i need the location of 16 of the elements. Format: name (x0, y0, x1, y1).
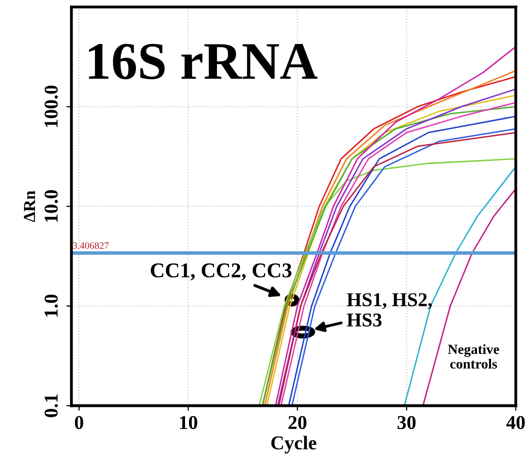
y-axis-title: ΔRn (24, 190, 35, 222)
text: 16S rRNA (88, 44, 318, 80)
y-tick-label: 10.0 (44, 190, 58, 222)
y-tick-label: 1.0 (44, 294, 58, 317)
y-tick-label: 100.0 (44, 86, 58, 128)
annotation: HS1, HS2, HS3 (346, 293, 432, 327)
ref-line-label: 3.406827 (72, 242, 109, 249)
y-tick-label: 0.1 (44, 394, 58, 418)
x-tick-label: 30 (398, 416, 416, 430)
x-tick-label: 0 (74, 416, 84, 430)
annotation: Negative controls (448, 344, 500, 369)
annotation: CC1, CC2, CC3 (150, 263, 292, 280)
x-tick-label: 20 (288, 416, 306, 430)
x-tick-label: 40 (506, 416, 525, 430)
x-axis-title: Cycle (271, 436, 316, 454)
x-tick-label: 10 (180, 416, 198, 430)
